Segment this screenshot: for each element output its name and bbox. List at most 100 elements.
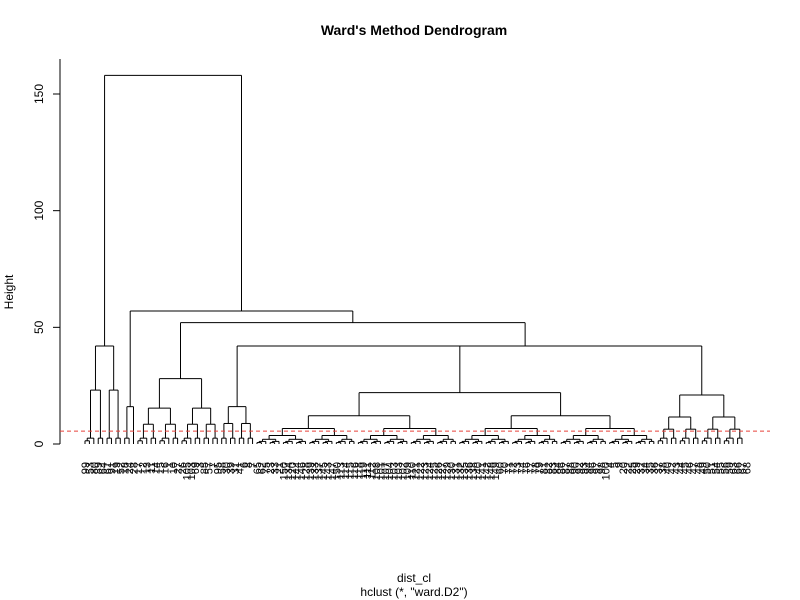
leaf-label: 30 (221, 462, 233, 474)
leaf-label: 87 (561, 462, 573, 474)
leaf-label: 41 (234, 462, 246, 474)
leaf-label: 102 (397, 462, 409, 480)
leaf-label: 94 (583, 462, 595, 474)
leaf-label: 119 (358, 462, 370, 480)
leaf-label: 39 (226, 462, 238, 474)
leaf-label: 96 (587, 462, 599, 474)
leaf-label: 1 (164, 462, 176, 468)
leaf-label: 13 (142, 462, 154, 474)
leaf-label: 139 (305, 462, 317, 480)
leaf-label: 138 (468, 462, 480, 480)
leaf-label: 121 (411, 462, 423, 480)
leaf-label: 17 (133, 462, 145, 474)
leaf-label: 69 (190, 462, 202, 474)
leaf-label: 104 (384, 462, 396, 480)
leaf-label: 81 (539, 462, 551, 474)
leaf-label: 93 (578, 462, 590, 474)
leaf-label: 24 (124, 462, 136, 474)
leaf-label: 52 (115, 462, 127, 474)
leaf-label: 150 (278, 462, 290, 480)
leaf-label: 82 (543, 462, 555, 474)
leaf-label: 7 (248, 462, 260, 468)
leaf-label: 79 (534, 462, 546, 474)
leaf-label: 56 (719, 462, 731, 474)
leaf-label: 128 (300, 462, 312, 480)
leaf-label: 88 (565, 462, 577, 474)
leaf-label: 126 (433, 462, 445, 480)
leaf-label: 101 (375, 462, 387, 480)
leaf-label: 33 (270, 462, 282, 474)
leaf-label: 5 (609, 462, 621, 468)
leaf-label: 144 (292, 462, 304, 480)
leaf-label: 140 (472, 462, 484, 480)
leaf-label: 142 (481, 462, 493, 480)
leaf-label: 150 (331, 462, 343, 480)
leaf-label: 8 (243, 462, 255, 468)
leaf-label: 133 (309, 462, 321, 480)
leaf-label: 108 (371, 462, 383, 480)
leaf-label: 73 (512, 462, 524, 474)
leaf-label: 141 (477, 462, 489, 480)
leaf-label: 114 (340, 462, 352, 480)
leaf-label: 148 (486, 462, 498, 480)
leaf-label: 25 (627, 462, 639, 474)
y-axis: 0 50 100 150 (32, 59, 61, 447)
leaf-label: 23 (265, 462, 277, 474)
leaf-label: 36 (649, 462, 661, 474)
leaf-label: 107 (380, 462, 392, 480)
leaf-label: 85 (199, 462, 211, 474)
leaf-label: 74 (517, 462, 529, 474)
leaf-label: 120 (287, 462, 299, 480)
leaf-label: 46 (684, 462, 696, 474)
leaf-label: 38 (658, 462, 670, 474)
leaf-label: 110 (406, 462, 418, 480)
leaf-label: 50 (702, 462, 714, 474)
leaf-label: 115 (345, 462, 357, 480)
y-tick-label: 50 (32, 320, 46, 334)
leaf-label: 124 (424, 462, 436, 480)
x-axis-subtitle: hclust (*, "ward.D2") (360, 585, 467, 599)
leaf-label: 67 (737, 462, 749, 474)
leaf-label: 76 (521, 462, 533, 474)
leaf-label: 35 (644, 462, 656, 474)
leaf-label: 43 (671, 462, 683, 474)
leaf-label: 100 (600, 462, 612, 480)
leaf-label: 98 (596, 462, 608, 474)
leaf-label: 103 (389, 462, 401, 480)
leaf-label: 9 (614, 462, 626, 468)
leaf-label: 113 (336, 462, 348, 480)
leaf-label: 40 (662, 462, 674, 474)
leaf-label: 20 (618, 462, 630, 474)
leaf-label: 7 (208, 462, 220, 468)
leaf-label: 45 (680, 462, 692, 474)
leaf-label: 59 (724, 462, 736, 474)
x-axis-label: dist_cl (397, 571, 431, 585)
leaf-label: 130 (446, 462, 458, 480)
leaf-label: 4 (605, 462, 617, 468)
leaf-label: 68 (741, 462, 753, 474)
leaf-label: 105 (181, 462, 193, 480)
leaf-label: 28 (129, 462, 141, 474)
leaf-label: 37 (653, 462, 665, 474)
leaf-label: 65 (252, 462, 264, 474)
leaf-label: 132 (455, 462, 467, 480)
leaf-label: 42 (666, 462, 678, 474)
leaf-label: 149 (490, 462, 502, 480)
leaf-label: 99 (80, 462, 92, 474)
leaf-label: 14 (151, 462, 163, 474)
leaf-labels: 9953808964619119521824281712131114151611… (80, 462, 753, 480)
leaf-label: 51 (706, 462, 718, 474)
leaf-label: 131 (450, 462, 462, 480)
leaf-label: 10 (168, 462, 180, 474)
leaf-label: 97 (591, 462, 603, 474)
leaf-label: 11 (146, 462, 158, 473)
leaf-label: 80 (89, 462, 101, 474)
leaf-label: 47 (688, 462, 700, 474)
leaf-label: 134 (283, 462, 295, 480)
leaf-label: 89 (93, 462, 105, 474)
leaf-label: 90 (569, 462, 581, 474)
leaf-label: 83 (547, 462, 559, 474)
leaf-label: 103 (186, 462, 198, 480)
leaf-label: 145 (318, 462, 330, 480)
